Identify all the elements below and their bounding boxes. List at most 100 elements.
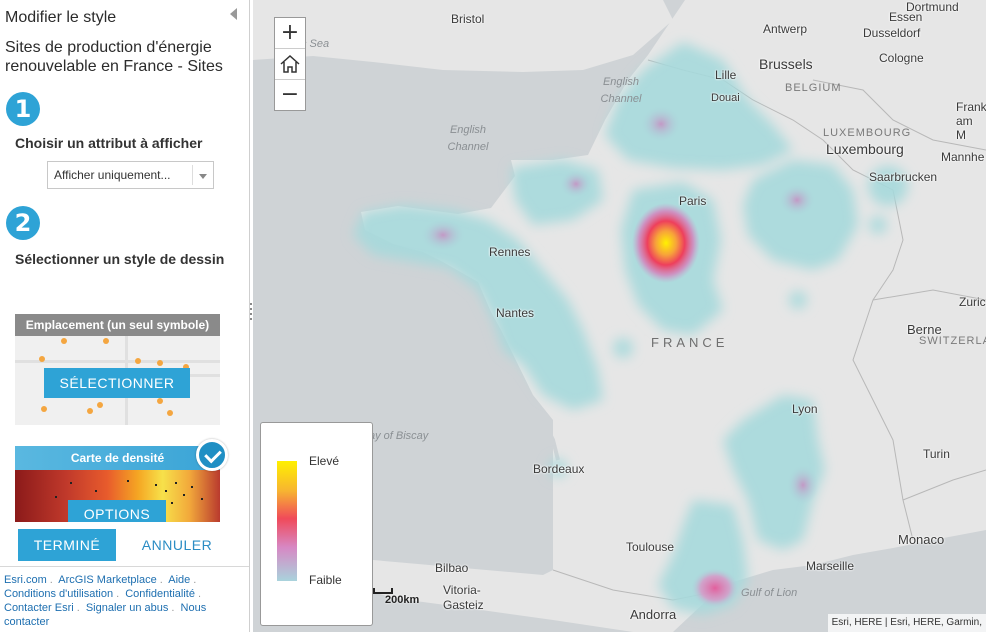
zoom-control: + − [274, 17, 306, 111]
map-view[interactable]: Bristol Dortmund Essen Dusseldorf Cologn… [253, 0, 986, 632]
symbol-dot [97, 402, 103, 408]
density-hotspot-paris [632, 203, 700, 283]
density-area [560, 170, 592, 198]
step-2-label: Sélectionner un style de dessin [15, 251, 225, 267]
footer-link-esri[interactable]: Esri.com [4, 574, 47, 586]
zoom-out-button[interactable]: − [280, 82, 300, 107]
density-options-button[interactable]: OPTIONS [68, 500, 166, 522]
collapse-panel-icon[interactable] [230, 8, 237, 20]
symbol-dot [155, 484, 157, 486]
symbol-dot [87, 408, 93, 414]
density-area [641, 106, 681, 142]
map-sea-celtic: c Sea [301, 38, 330, 50]
select-divider [192, 165, 193, 185]
map-label-saarbrucken: Saarbrucken [869, 170, 938, 184]
symbol-dot [183, 364, 189, 370]
symbol-dot [165, 490, 167, 492]
zoom-in-button[interactable]: + [275, 18, 305, 49]
footer-link-contact[interactable]: Contacter Esri [4, 602, 74, 614]
symbol-dot [191, 486, 193, 488]
map-label-frankfurt: Frank am M [956, 100, 986, 142]
basemap [253, 0, 986, 632]
map-sea-english-channel-2: English Channel [447, 124, 489, 153]
done-button[interactable]: TERMINÉ [18, 529, 116, 561]
map-label-brussels: Brussels [759, 56, 813, 72]
map-label-berne: Berne [907, 322, 942, 337]
map-label-toulouse: Toulouse [626, 540, 675, 554]
style-card-density[interactable]: Carte de densité OPTIONS [15, 446, 220, 522]
panel-splitter-handle[interactable] [249, 300, 253, 330]
map-road [165, 374, 220, 377]
symbol-dot [41, 406, 47, 412]
map-label-turin: Turin [923, 447, 950, 461]
step-1-badge: 1 [6, 92, 40, 126]
map-label-nantes: Nantes [496, 306, 535, 320]
footer-link-privacy[interactable]: Confidentialité [125, 588, 195, 600]
map-label-luxembourg: Luxembourg [826, 141, 904, 157]
symbol-dot [167, 410, 173, 416]
map-label-bristol: Bristol [451, 12, 485, 26]
map-sea-gulf-of-lion: Gulf of Lion [741, 587, 798, 599]
symbol-dot [201, 498, 203, 500]
map-label-dortmund: Dortmund [906, 0, 959, 14]
map-label-douai: Douai [711, 92, 740, 104]
footer-links: Esri.com. ArcGIS Marketplace. Aide. Cond… [0, 566, 249, 632]
legend-color-ramp [277, 461, 297, 581]
symbol-dot [171, 502, 173, 504]
map-label-monaco: Monaco [898, 532, 945, 547]
map-sea-biscay: ay of Biscay [369, 430, 429, 442]
map-label-vitoria: Vitoria- Gasteiz [443, 583, 484, 612]
map-label-marseille: Marseille [806, 559, 855, 573]
style-panel: Modifier le style Sites de production d'… [0, 0, 250, 632]
legend-high-label: Elevé [309, 454, 340, 468]
symbol-dot [157, 360, 163, 366]
attribute-select[interactable]: Afficher uniquement... [47, 161, 214, 189]
map-label-lyon: Lyon [792, 402, 818, 416]
step-2-badge: 2 [6, 206, 40, 240]
selected-check-icon [196, 439, 228, 471]
density-area [421, 219, 465, 251]
map-label-paris: Paris [679, 194, 707, 208]
home-icon [280, 54, 300, 73]
density-area [787, 465, 819, 505]
map-attribution: Esri, HERE | Esri, HERE, Garmin, [827, 614, 986, 632]
map-label-rennes: Rennes [489, 245, 531, 259]
symbol-dot [135, 358, 141, 364]
footer-link-terms[interactable]: Conditions d'utilisation [4, 588, 114, 600]
scale-label: 200km [385, 594, 420, 606]
map-label-andorra: Andorra [630, 607, 677, 622]
density-hotspot-south [691, 568, 739, 608]
map-label-dusseldorf: Dusseldorf [863, 26, 921, 40]
symbol-dot [61, 338, 67, 344]
map-label-zurich: Zuric [959, 295, 986, 309]
map-country-france: FRANCE [651, 335, 729, 350]
map-label-bilbao: Bilbao [435, 561, 469, 575]
symbol-dot [95, 490, 97, 492]
step-1-label: Choisir un attribut à afficher [15, 135, 203, 151]
style-card-location[interactable]: Emplacement (un seul symbole) SÉLECTIONN… [15, 314, 220, 425]
map-label-essen: Essen [889, 10, 923, 24]
footer-link-report-abuse[interactable]: Signaler un abus [85, 602, 169, 614]
symbol-dot [175, 482, 177, 484]
style-card-density-title: Carte de densité [15, 446, 220, 470]
footer-link-contact-us[interactable]: Nous contacter [4, 602, 207, 628]
symbol-dot [70, 482, 72, 484]
chevron-down-icon [199, 174, 207, 179]
map-country-switzerland: SWITZERLAND [919, 335, 986, 347]
style-card-location-title: Emplacement (un seul symbole) [15, 314, 220, 336]
map-label-antwerp: Antwerp [763, 22, 808, 36]
map-label-bordeaux: Bordeaux [533, 462, 585, 476]
footer-link-help[interactable]: Aide [168, 574, 191, 586]
map-country-belgium: BELGIUM [785, 82, 842, 94]
symbol-dot [103, 338, 109, 344]
panel-title: Modifier le style [5, 9, 117, 26]
layer-name: Sites de production d'énergie renouvelab… [5, 39, 223, 75]
map-label-lille: Lille [715, 68, 737, 82]
footer-link-marketplace[interactable]: ArcGIS Marketplace [58, 574, 157, 586]
symbol-dot [183, 494, 185, 496]
cancel-button[interactable]: ANNULER [141, 537, 213, 553]
select-location-style-button[interactable]: SÉLECTIONNER [44, 368, 190, 398]
symbol-dot [127, 480, 129, 482]
home-button[interactable] [275, 49, 305, 80]
density-legend: Elevé Faible [260, 422, 373, 626]
